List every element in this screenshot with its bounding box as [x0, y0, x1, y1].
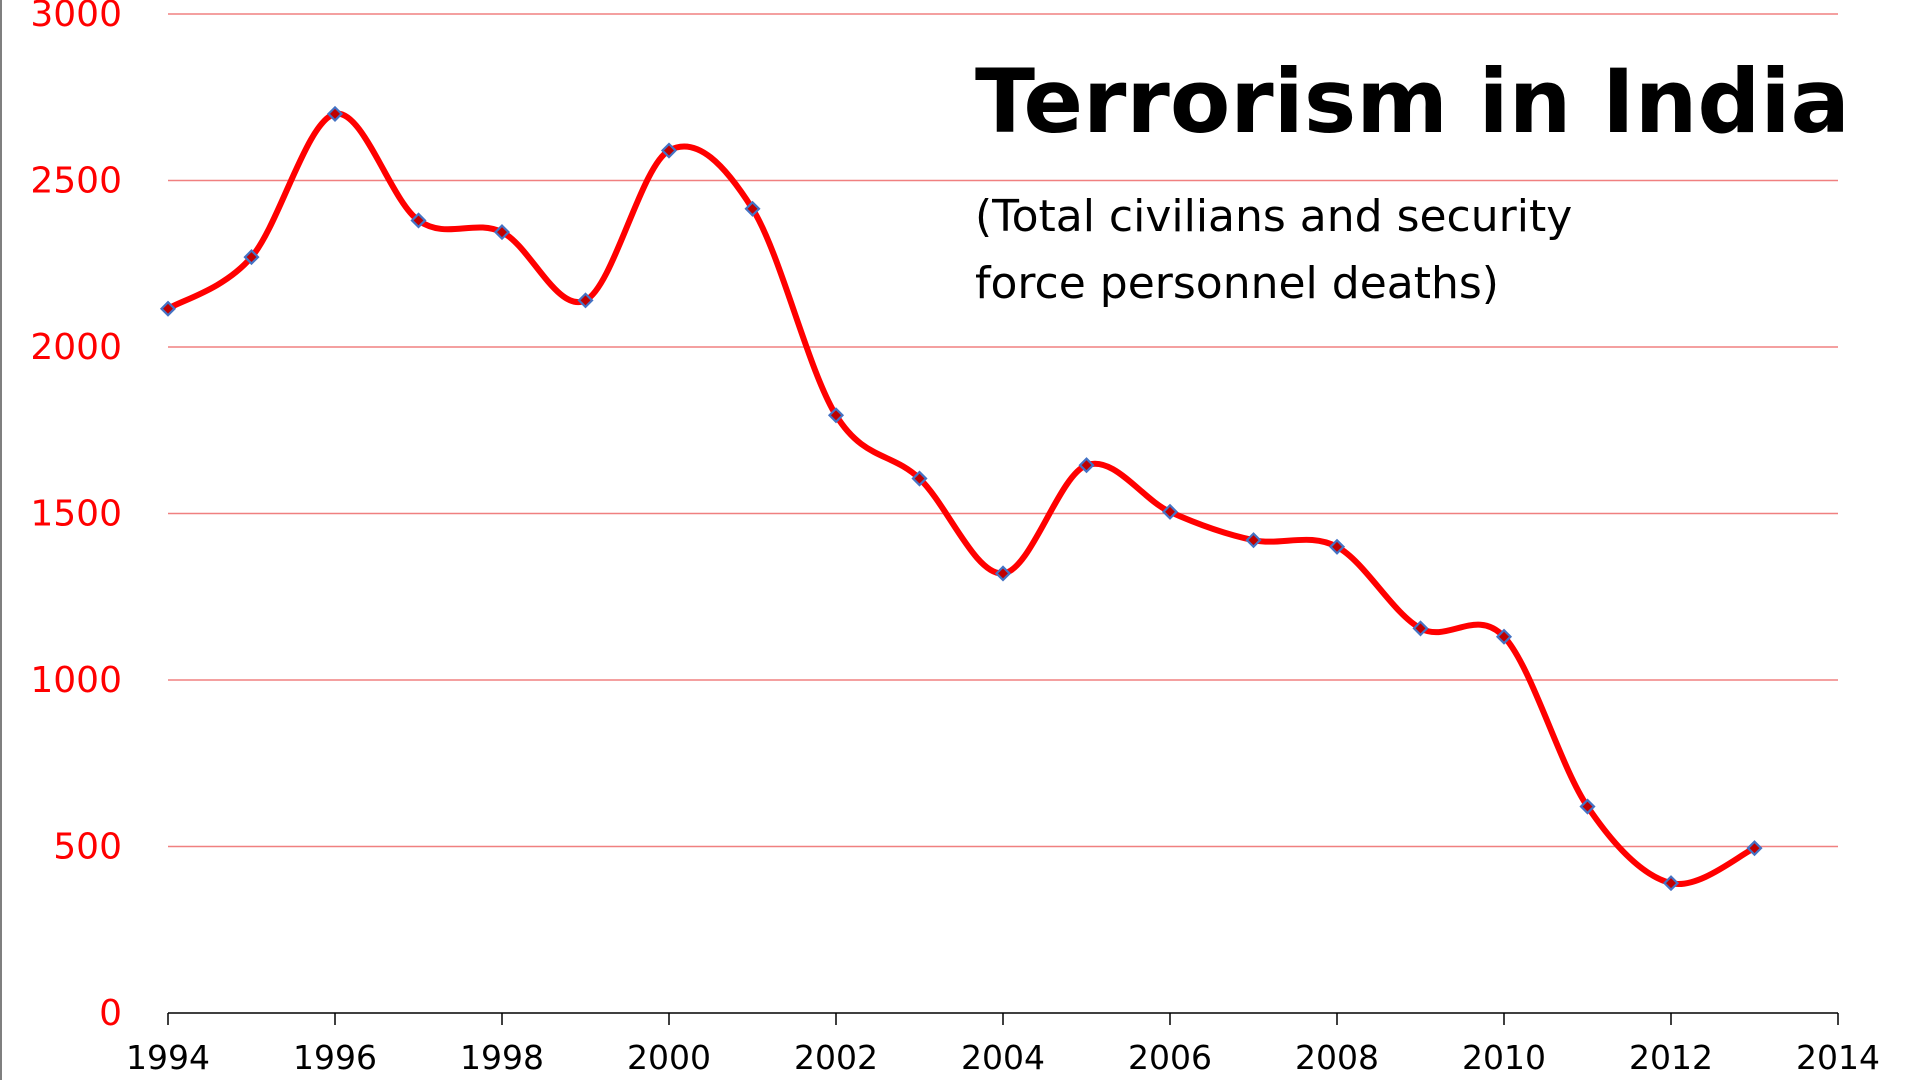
x-tick-label: 2012: [1629, 1038, 1713, 1077]
x-tick-label: 2000: [627, 1038, 711, 1077]
x-tick-label: 2004: [961, 1038, 1045, 1077]
data-point: [1579, 798, 1596, 815]
data-points: [159, 105, 1763, 892]
y-axis-tick-labels: 0 500 1000 1500 2000 2500 3000: [30, 0, 122, 1034]
x-tick-label: 2006: [1128, 1038, 1212, 1077]
y-tick-label: 2500: [30, 161, 122, 202]
gridlines: [168, 13, 1838, 848]
data-point: [159, 300, 177, 317]
x-tick-label: 2014: [1796, 1038, 1880, 1077]
x-tick-label: 2008: [1295, 1038, 1379, 1077]
x-axis: [167, 1012, 1839, 1025]
data-point: [1746, 840, 1763, 857]
chart-left-border: [0, 0, 2, 1080]
data-point: [1662, 875, 1680, 892]
x-tick-label: 2002: [794, 1038, 878, 1077]
y-tick-label: 500: [53, 827, 122, 868]
data-point: [1161, 503, 1179, 520]
data-point: [1495, 628, 1513, 645]
chart-title: Terrorism in India: [975, 50, 1850, 153]
data-point: [660, 142, 678, 159]
x-tick-label: 2010: [1462, 1038, 1546, 1077]
data-point: [994, 565, 1012, 582]
y-tick-label: 0: [99, 993, 122, 1034]
x-tick-label: 1998: [460, 1038, 544, 1077]
data-point: [326, 105, 344, 122]
chart-subtitle: (Total civilians and security force pers…: [975, 191, 1573, 309]
x-tick-label: 1996: [293, 1038, 377, 1077]
data-point: [1412, 620, 1429, 637]
data-point: [243, 249, 260, 266]
y-tick-label: 1000: [30, 660, 122, 701]
data-point: [410, 212, 427, 229]
data-point: [911, 470, 928, 487]
data-point: [1078, 457, 1095, 474]
x-tick-label: 1994: [126, 1038, 210, 1077]
x-axis-tick-labels: 1994 1996 1998 2000 2002 2004 2006 2008 2010 2012…: [126, 1038, 1880, 1077]
data-point: [1328, 538, 1346, 555]
data-point: [493, 224, 511, 241]
y-tick-label: 3000: [30, 0, 122, 35]
y-tick-label: 1500: [30, 494, 122, 535]
data-point: [577, 292, 594, 309]
data-point: [827, 407, 845, 424]
y-tick-label: 2000: [30, 327, 122, 368]
data-point: [1245, 532, 1262, 549]
data-point: [744, 200, 761, 217]
